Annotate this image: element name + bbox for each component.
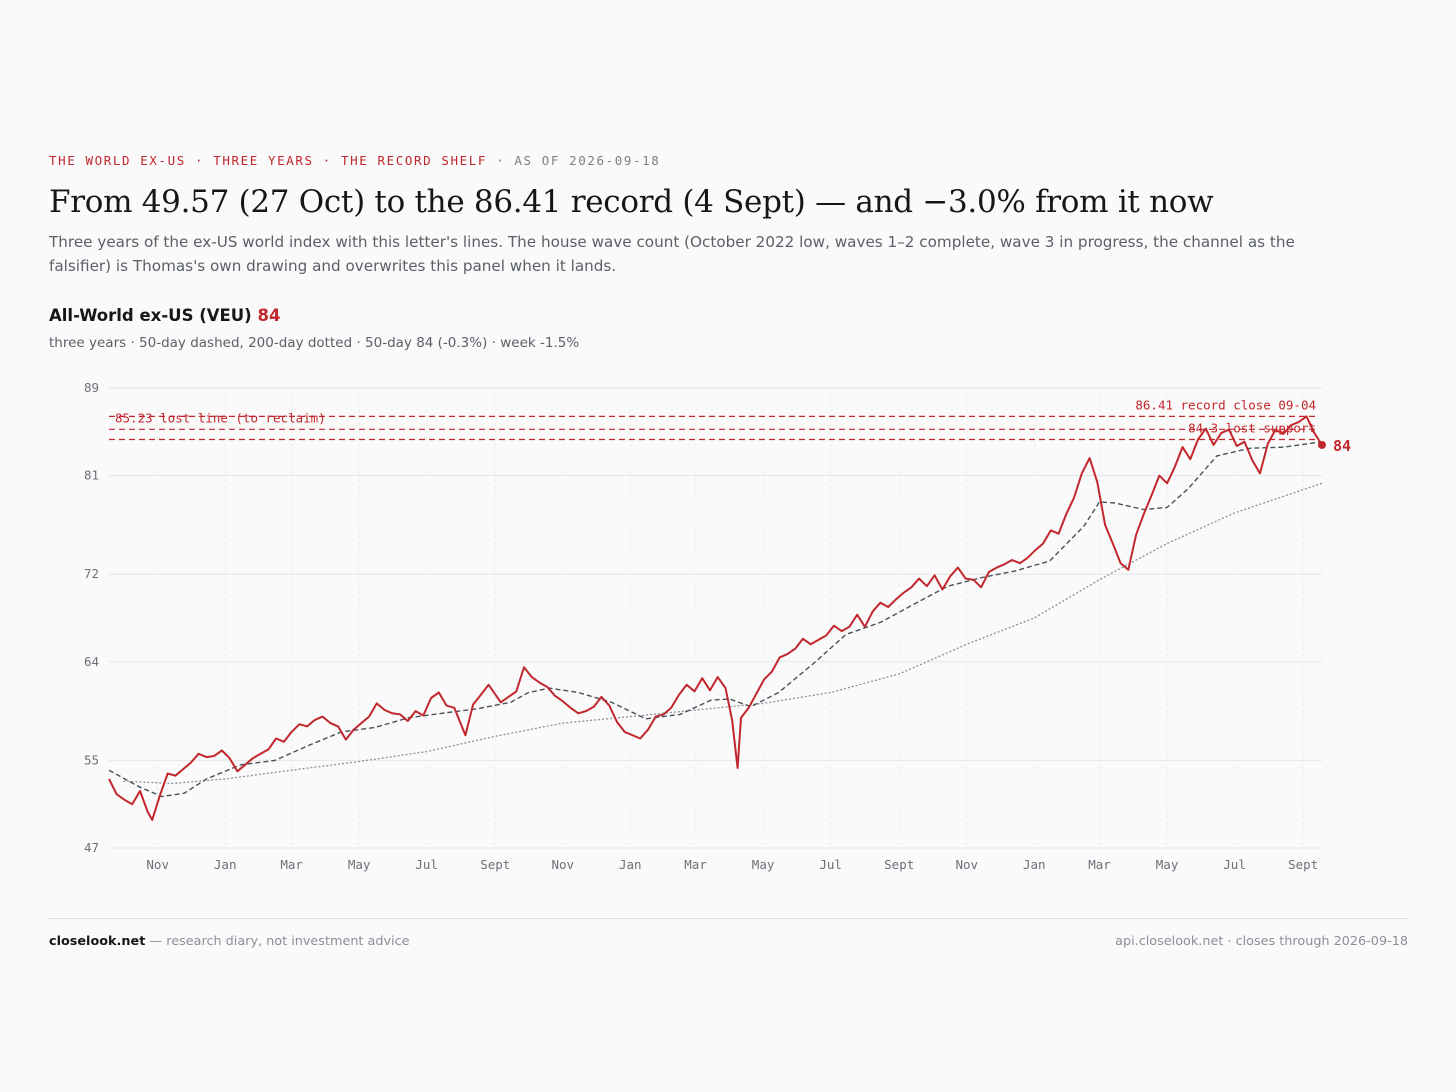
x-tick-label: Sept — [1288, 857, 1318, 872]
page-dek: Three years of the ex-US world index wit… — [49, 233, 1295, 275]
chart-title: All-World ex-US (VEU) 84 — [49, 306, 280, 325]
kicker: THE WORLD EX-US · THREE YEARS · THE RECO… — [49, 153, 660, 168]
kicker-topic: THE WORLD EX-US · THREE YEARS · THE RECO… — [49, 153, 488, 168]
x-tick-label: Jul — [415, 857, 438, 872]
chart-subtitle: three years · 50-day dashed, 200-day dot… — [49, 335, 580, 351]
series-line-50-day — [108, 441, 1323, 798]
y-tick-label: 55 — [84, 752, 99, 767]
y-tick-label: 89 — [84, 380, 99, 395]
x-tick-label: Sept — [480, 857, 510, 872]
footer-divider — [49, 918, 1408, 919]
y-tick-label: 81 — [84, 468, 99, 483]
kicker-date: · AS OF 2026-09-18 — [487, 153, 661, 168]
x-tick-label: Jul — [819, 857, 842, 872]
footer-source: api.closelook.net · closes through 2026-… — [1115, 934, 1408, 949]
chart-title-name: All-World ex-US (VEU) — [49, 306, 252, 325]
x-tick-label: Mar — [1088, 857, 1111, 872]
last-point-marker — [1318, 440, 1326, 449]
reference-line-label: 86.41 record close 09-04 — [1135, 397, 1316, 412]
x-tick-label: May — [1156, 857, 1179, 872]
x-tick-label: Sept — [884, 857, 914, 872]
series-layer — [108, 415, 1323, 821]
last-value-label: 84 — [1333, 437, 1351, 455]
reference-lines-layer — [109, 415, 1318, 441]
page-title: From 49.57 (27 Oct) to the 86.41 record … — [49, 184, 1214, 220]
x-tick-label: Mar — [684, 857, 707, 872]
x-tick-label: Jan — [619, 857, 642, 872]
series-line-200-day — [123, 482, 1323, 785]
x-tick-label: Nov — [955, 857, 978, 872]
chart-title-last-value: 84 — [257, 306, 281, 325]
reference-line-label: 85.23 lost line (to reclaim) — [115, 410, 326, 425]
footer-brand[interactable]: closelook.net — [49, 934, 146, 949]
x-tick-label: May — [752, 857, 775, 872]
labels-layer: 47 55 64 72 81 89 Nov Jan Mar May Jul Sept Nov Jan Mar… — [84, 380, 1351, 872]
x-tick-label: Jul — [1223, 857, 1246, 872]
x-tick-label: Mar — [280, 857, 303, 872]
price-chart: 47 55 64 72 81 89 Nov Jan Mar May Jul Sept Nov Jan Mar… — [84, 380, 1351, 872]
y-tick-label: 72 — [84, 566, 99, 581]
x-tick-label: Jan — [214, 857, 237, 872]
y-tick-label: 64 — [84, 654, 99, 669]
reference-line-label: 84.3 lost support — [1188, 420, 1316, 435]
x-tick-label: Nov — [551, 857, 574, 872]
series-line-veu — [108, 415, 1323, 821]
footer-left: closelook.net — research diary, not inve… — [49, 934, 410, 949]
x-tick-label: May — [348, 857, 371, 872]
y-tick-label: 47 — [84, 840, 99, 855]
footer-tagline: — research diary, not investment advice — [145, 934, 410, 949]
grid-layer — [109, 387, 1322, 849]
x-tick-label: Jan — [1023, 857, 1046, 872]
x-tick-label: Nov — [146, 857, 169, 872]
